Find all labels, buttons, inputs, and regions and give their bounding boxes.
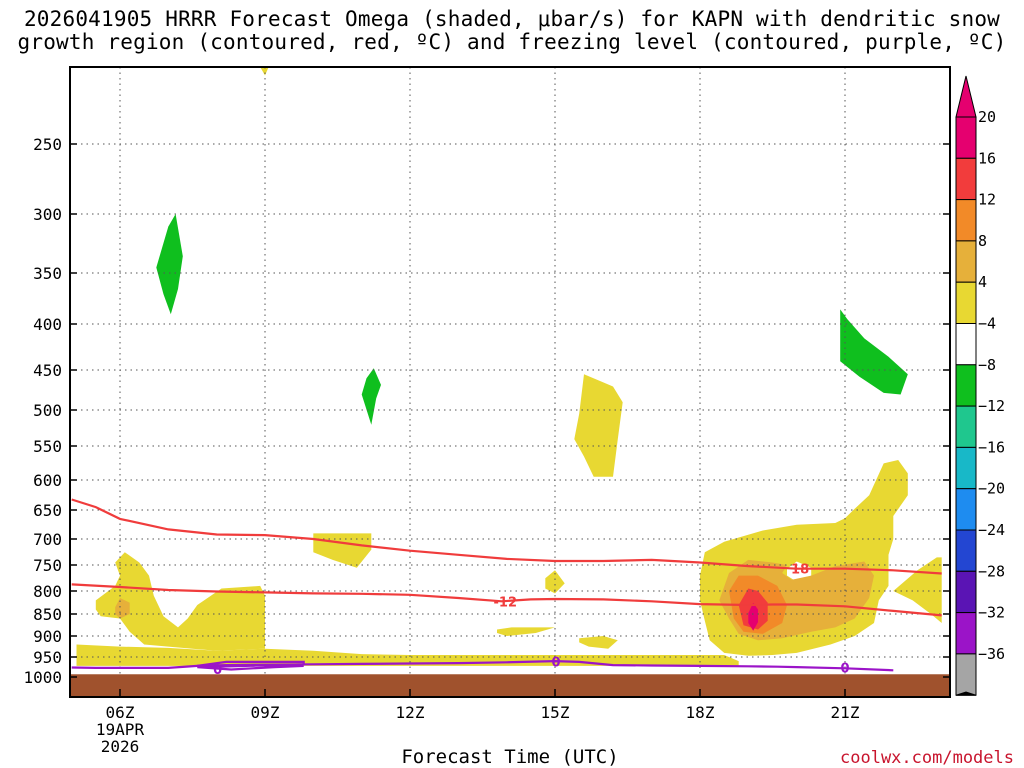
omega-region-16 bbox=[156, 214, 183, 315]
y-tick-label-350: 350 bbox=[33, 264, 62, 283]
omega-region-11 bbox=[787, 561, 812, 582]
contour-line-2 bbox=[71, 659, 894, 672]
omega-region-5 bbox=[497, 627, 555, 636]
x-tick-label-15Z: 15Z bbox=[541, 703, 570, 722]
x-tick-label-18Z: 18Z bbox=[686, 703, 715, 722]
y-tick-label-550: 550 bbox=[33, 437, 62, 456]
colorbar-label-1: 16 bbox=[978, 149, 996, 167]
contour-line-0 bbox=[71, 498, 942, 575]
x-tick-label-09Z: 09Z bbox=[251, 703, 280, 722]
contour-label-2: 0 bbox=[551, 655, 560, 670]
x-axis-label: Forecast Time (UTC) bbox=[401, 746, 619, 768]
colorbar-label-9: −20 bbox=[978, 480, 1005, 498]
colorbar-label-0: 20 bbox=[978, 108, 996, 126]
y-tick-label-450: 450 bbox=[33, 361, 62, 380]
colorbar-label-8: −16 bbox=[978, 438, 1005, 456]
contour-line-3 bbox=[197, 660, 305, 671]
contour-extra-label-0: 0 bbox=[840, 662, 849, 677]
colorbar-label-11: −28 bbox=[978, 562, 1005, 580]
colorbar-swatch-1 bbox=[955, 157, 977, 201]
colorbar-label-13: −36 bbox=[978, 645, 1005, 663]
colorbar-swatch-13 bbox=[955, 653, 977, 696]
contour-label-1: -12 bbox=[494, 595, 518, 610]
colorbar-swatch-11 bbox=[955, 570, 977, 614]
colorbar-swatch-10 bbox=[955, 529, 977, 572]
ground-fill bbox=[70, 674, 950, 697]
credit-text: coolwx.com/models bbox=[840, 748, 1014, 768]
y-tick-label-950: 950 bbox=[33, 648, 62, 667]
colorbar-swatch-7 bbox=[955, 405, 977, 448]
colorbar-swatch-6 bbox=[955, 364, 977, 407]
colorbar-swatch-4 bbox=[955, 281, 977, 325]
y-tick-label-800: 800 bbox=[33, 582, 62, 601]
colorbar-swatch-12 bbox=[955, 612, 977, 655]
x-tick-label-12Z: 12Z bbox=[396, 703, 425, 722]
chart-title: 2026041905 HRRR Forecast Omega (shaded, … bbox=[0, 8, 1024, 54]
colorbar-swatch-8 bbox=[955, 446, 977, 490]
y-tick-label-900: 900 bbox=[33, 627, 62, 646]
colorbar-label-6: −8 bbox=[978, 356, 996, 374]
y-tick-label-400: 400 bbox=[33, 315, 62, 334]
colorbar-swatch-5 bbox=[955, 323, 977, 366]
x-tick-label-06Z: 06Z bbox=[106, 703, 135, 722]
colorbar-swatch-2 bbox=[955, 199, 977, 242]
y-tick-label-750: 750 bbox=[33, 556, 62, 575]
y-tick-label-250: 250 bbox=[33, 135, 62, 154]
colorbar-label-12: −32 bbox=[978, 604, 1005, 622]
plot-frame bbox=[69, 66, 951, 698]
omega-region-2 bbox=[76, 644, 739, 666]
omega-region-1 bbox=[115, 598, 130, 619]
x-tick-date: 19APR bbox=[96, 720, 145, 739]
contour-label-0: 18 bbox=[791, 563, 809, 578]
y-tick-label-650: 650 bbox=[33, 501, 62, 520]
x-tick-year: 2026 bbox=[101, 737, 140, 756]
contour-label-3: 0 bbox=[213, 663, 222, 678]
colorbar-label-10: −24 bbox=[978, 521, 1005, 539]
contour-line-1 bbox=[71, 583, 942, 617]
omega-region-15 bbox=[748, 602, 758, 631]
omega-region-17 bbox=[361, 368, 381, 425]
y-tick-label-1000: 1000 bbox=[23, 668, 62, 687]
title-line-2: growth region (contoured, red, ºC) and f… bbox=[17, 30, 1007, 54]
y-tick-label-600: 600 bbox=[33, 471, 62, 490]
colorbar-swatch-0 bbox=[955, 116, 977, 159]
colorbar-top-arrow bbox=[955, 75, 977, 118]
colorbar-label-4: 4 bbox=[978, 273, 987, 291]
colorbar-label-2: 12 bbox=[978, 191, 996, 209]
colorbar-swatch-9 bbox=[955, 488, 977, 531]
colorbar-label-5: −4 bbox=[978, 315, 996, 333]
y-tick-label-500: 500 bbox=[33, 401, 62, 420]
title-line-1: 2026041905 HRRR Forecast Omega (shaded, … bbox=[23, 7, 1001, 31]
y-tick-label-850: 850 bbox=[33, 605, 62, 624]
omega-region-18 bbox=[840, 309, 908, 395]
colorbar-bottom-arrow bbox=[955, 691, 977, 696]
omega-region-0 bbox=[95, 552, 265, 651]
x-tick-label-21Z: 21Z bbox=[831, 703, 860, 722]
omega-region-8 bbox=[260, 67, 269, 76]
omega-region-4 bbox=[545, 570, 565, 594]
y-tick-label-300: 300 bbox=[33, 205, 62, 224]
plot-area: 18 -12 0 0 0 bbox=[70, 67, 950, 697]
colorbar-label-3: 8 bbox=[978, 232, 987, 250]
omega-region-7 bbox=[574, 374, 623, 477]
colorbar-label-7: −12 bbox=[978, 397, 1005, 415]
omega-region-6 bbox=[579, 636, 618, 649]
y-tick-label-700: 700 bbox=[33, 530, 62, 549]
colorbar-swatch-3 bbox=[955, 240, 977, 283]
